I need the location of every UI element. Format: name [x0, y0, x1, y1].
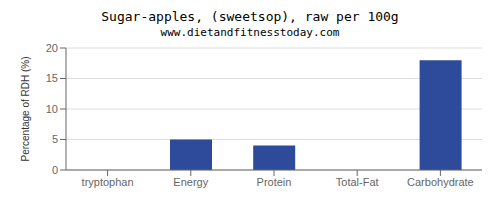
html-text:Sugar-apples, (sweetsop), raw: Sugar-apples, (sweetsop), raw per 100g	[101, 9, 399, 24]
svg-text:10: 10	[46, 103, 58, 115]
svg-text:Energy: Energy	[173, 176, 208, 188]
svg-text:tryptophan: tryptophan	[82, 176, 134, 188]
html-text:www.dietandfitnesstoday.com: www.dietandfitnesstoday.com	[160, 26, 340, 39]
svg-text:0: 0	[52, 164, 58, 176]
svg-text:5: 5	[52, 133, 58, 145]
svg-text:Total-Fat: Total-Fat	[336, 176, 379, 188]
svg-text:15: 15	[46, 72, 58, 84]
svg-text:Protein: Protein	[257, 176, 292, 188]
svg-text:Percentage of RDH (%): Percentage of RDH (%)	[20, 56, 31, 161]
svg-text:Carbohydrate: Carbohydrate	[407, 176, 474, 188]
svg-text:20: 20	[46, 42, 58, 54]
